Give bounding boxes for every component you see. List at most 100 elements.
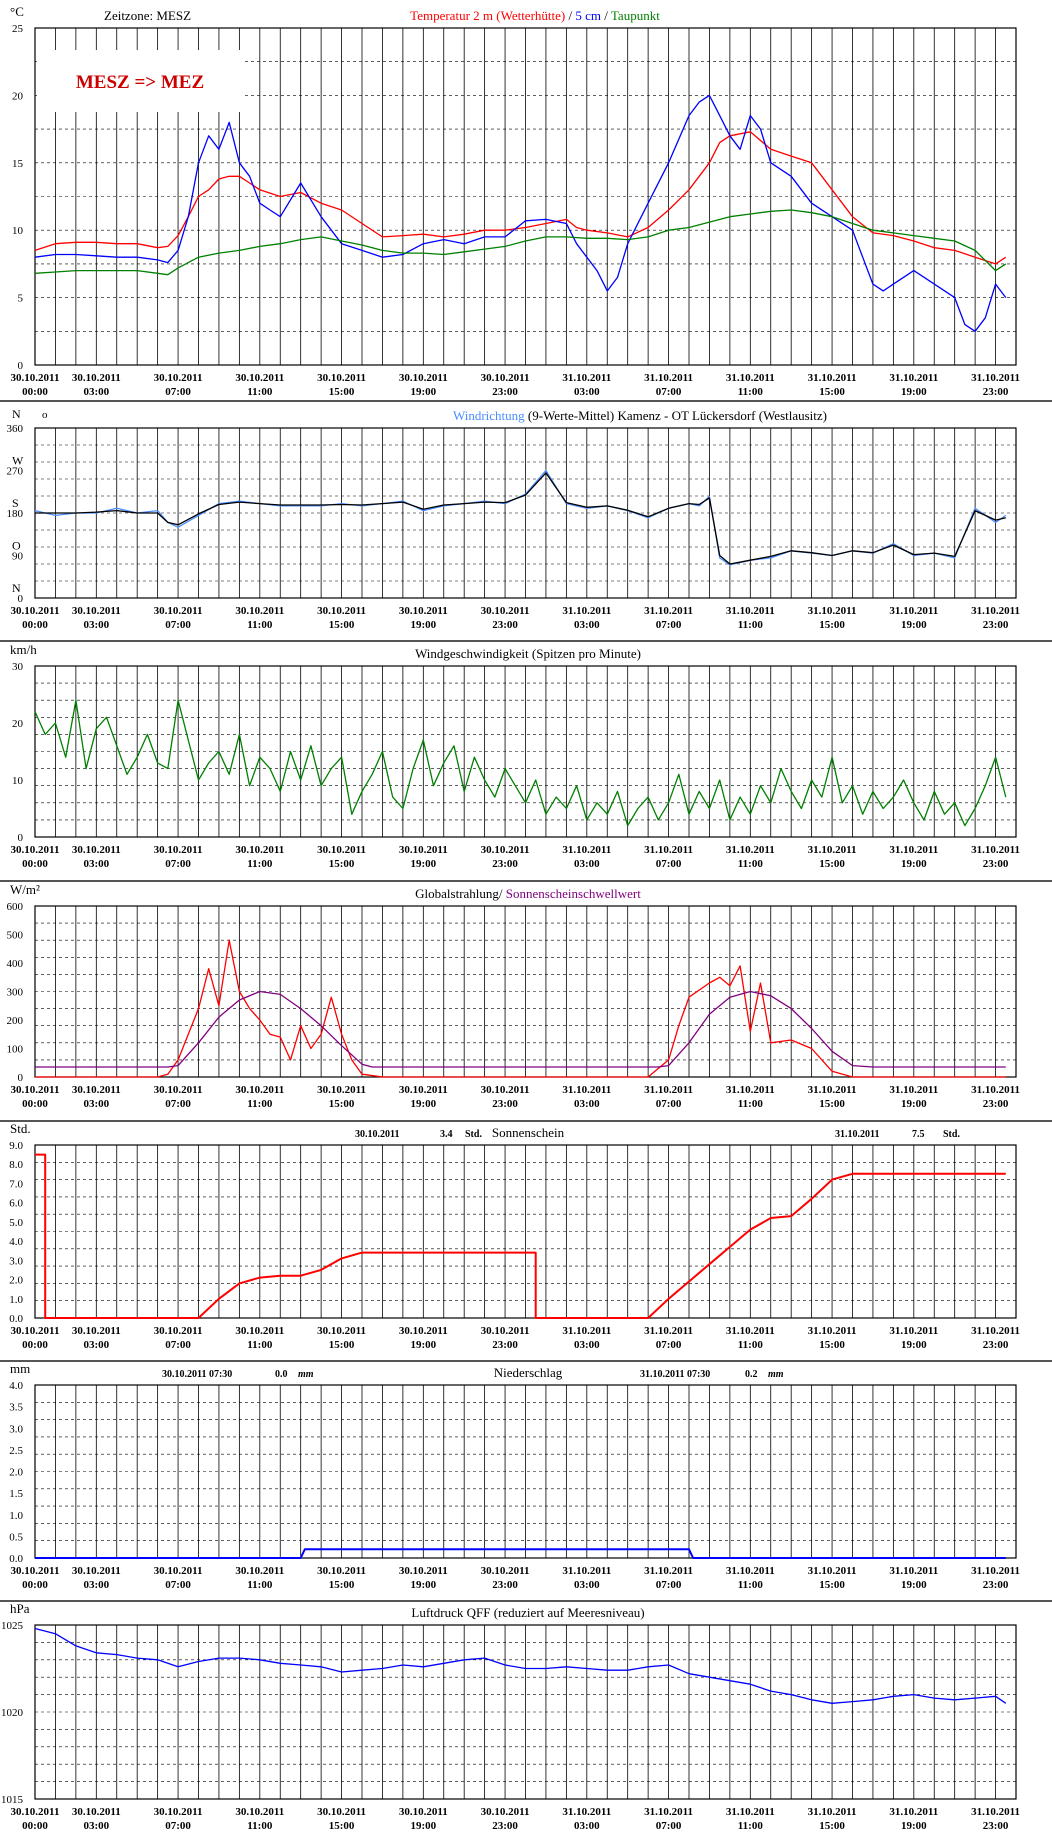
x-tick-time: 00:00	[22, 1579, 48, 1591]
y-tick-label: 10	[12, 775, 24, 787]
y-tick-label: 2.0	[9, 1467, 23, 1479]
x-tick-date: 31.10.2011	[889, 605, 938, 617]
y-tick-label: 9.0	[9, 1140, 23, 1152]
x-tick-time: 03:00	[574, 619, 600, 631]
x-tick-date: 31.10.2011	[562, 1565, 611, 1577]
x-tick-time: 07:00	[656, 1820, 682, 1832]
x-tick-time: 15:00	[329, 1820, 355, 1832]
x-tick-time: 03:00	[574, 1579, 600, 1591]
x-tick-time: 23:00	[492, 1339, 518, 1351]
x-tick-date: 31.10.2011	[889, 1325, 938, 1337]
x-tick-date: 30.10.2011	[399, 1325, 448, 1337]
x-tick-date: 31.10.2011	[726, 1806, 775, 1818]
x-tick-date: 31.10.2011	[808, 1806, 857, 1818]
x-tick-date: 30.10.2011	[11, 1806, 60, 1818]
y-tick-label: 500	[7, 930, 24, 942]
summary-date: 31.10.2011 07:30	[640, 1369, 710, 1380]
x-tick-time: 11:00	[247, 386, 273, 398]
chart-title: Globalstrahlung/ Sonnenscheinschwellwert	[415, 886, 641, 901]
y-tick-label: 270	[7, 466, 24, 478]
x-tick-time: 19:00	[901, 1579, 927, 1591]
x-tick-time: 19:00	[901, 1820, 927, 1832]
title-part: /	[601, 8, 611, 23]
summary-unit: mm	[768, 1369, 784, 1380]
x-tick-time: 11:00	[738, 1339, 764, 1351]
x-tick-time: 19:00	[901, 619, 927, 631]
unit-label: hPa	[10, 1601, 30, 1616]
x-tick-date: 30.10.2011	[154, 372, 203, 384]
x-tick-time: 19:00	[410, 1579, 436, 1591]
x-tick-date: 31.10.2011	[971, 1325, 1020, 1337]
y-tick-label: 8.0	[9, 1159, 23, 1171]
x-tick-time: 11:00	[247, 1579, 273, 1591]
x-tick-date: 30.10.2011	[154, 1325, 203, 1337]
x-tick-date: 30.10.2011	[154, 844, 203, 856]
x-tick-date: 31.10.2011	[644, 1325, 693, 1337]
x-tick-date: 30.10.2011	[72, 844, 121, 856]
x-tick-date: 30.10.2011	[154, 605, 203, 617]
x-tick-date: 31.10.2011	[644, 605, 693, 617]
y-tick-label: 0	[18, 832, 24, 844]
x-tick-date: 31.10.2011	[644, 1565, 693, 1577]
x-tick-date: 31.10.2011	[889, 1806, 938, 1818]
x-tick-time: 23:00	[492, 619, 518, 631]
x-tick-time: 19:00	[901, 1098, 927, 1110]
x-tick-time: 19:00	[410, 858, 436, 870]
x-tick-time: 03:00	[83, 1339, 109, 1351]
series-line	[35, 472, 1006, 565]
x-tick-time: 03:00	[574, 1098, 600, 1110]
y-tick-label: 1020	[1, 1707, 24, 1719]
y-tick-label: 4.0	[9, 1380, 23, 1392]
x-tick-time: 23:00	[492, 1579, 518, 1591]
x-tick-time: 07:00	[656, 1339, 682, 1351]
x-tick-date: 30.10.2011	[235, 1084, 284, 1096]
x-tick-date: 30.10.2011	[399, 1084, 448, 1096]
x-tick-time: 07:00	[656, 619, 682, 631]
x-tick-date: 30.10.2011	[481, 372, 530, 384]
annotation-text: MESZ => MEZ	[76, 72, 204, 93]
title-part: Windgeschwindigkeit (Spitzen pro Minute)	[415, 646, 641, 661]
x-tick-time: 07:00	[165, 1820, 191, 1832]
x-tick-time: 19:00	[410, 619, 436, 631]
y-tick-label: 400	[7, 958, 24, 970]
series-line	[35, 1153, 1006, 1319]
x-tick-time: 03:00	[83, 1098, 109, 1110]
y-tick-label: 20	[12, 90, 24, 102]
y-tick-label: 1015	[1, 1794, 24, 1806]
y-tick-label: 1.5	[9, 1488, 23, 1500]
x-tick-date: 30.10.2011	[317, 1806, 366, 1818]
annotation-box	[37, 50, 243, 112]
x-tick-date: 30.10.2011	[235, 372, 284, 384]
x-tick-date: 30.10.2011	[235, 605, 284, 617]
title-part: Kamenz - OT Lückersdorf (Westlausitz)	[614, 408, 827, 423]
unit-label: °C	[10, 4, 24, 19]
x-tick-time: 07:00	[165, 1579, 191, 1591]
x-tick-time: 15:00	[329, 1339, 355, 1351]
x-tick-time: 00:00	[22, 619, 48, 631]
x-tick-time: 11:00	[738, 858, 764, 870]
y-tick-label: 0.0	[9, 1313, 23, 1325]
y-tick-label: 3.0	[9, 1423, 23, 1435]
chart-precip: 0.0 0.5 1.0 1.5 2.0 2.5 3.0 3.5 4.0 mm Niederschla…	[9, 1361, 1020, 1591]
summary-unit: Std.	[465, 1129, 482, 1140]
panel-separator	[0, 400, 1052, 402]
x-tick-date: 30.10.2011	[154, 1806, 203, 1818]
x-tick-date: 30.10.2011	[235, 844, 284, 856]
x-tick-time: 23:00	[983, 858, 1009, 870]
x-tick-date: 31.10.2011	[889, 844, 938, 856]
unit-label: mm	[10, 1361, 30, 1376]
title-part: Globalstrahlung/	[415, 886, 506, 901]
x-tick-time: 19:00	[901, 858, 927, 870]
x-tick-date: 31.10.2011	[726, 1325, 775, 1337]
chart-title: Luftdruck QFF (reduziert auf Meeresnivea…	[411, 1605, 644, 1620]
x-tick-date: 30.10.2011	[154, 1565, 203, 1577]
series-line	[34, 699, 1007, 827]
x-tick-date: 31.10.2011	[971, 605, 1020, 617]
x-tick-date: 31.10.2011	[726, 605, 775, 617]
summary-date: 30.10.2011	[355, 1129, 399, 1140]
x-tick-date: 30.10.2011	[481, 1565, 530, 1577]
panel-separator	[0, 1600, 1052, 1602]
x-tick-time: 19:00	[410, 386, 436, 398]
x-tick-time: 03:00	[83, 1579, 109, 1591]
x-tick-time: 23:00	[492, 386, 518, 398]
